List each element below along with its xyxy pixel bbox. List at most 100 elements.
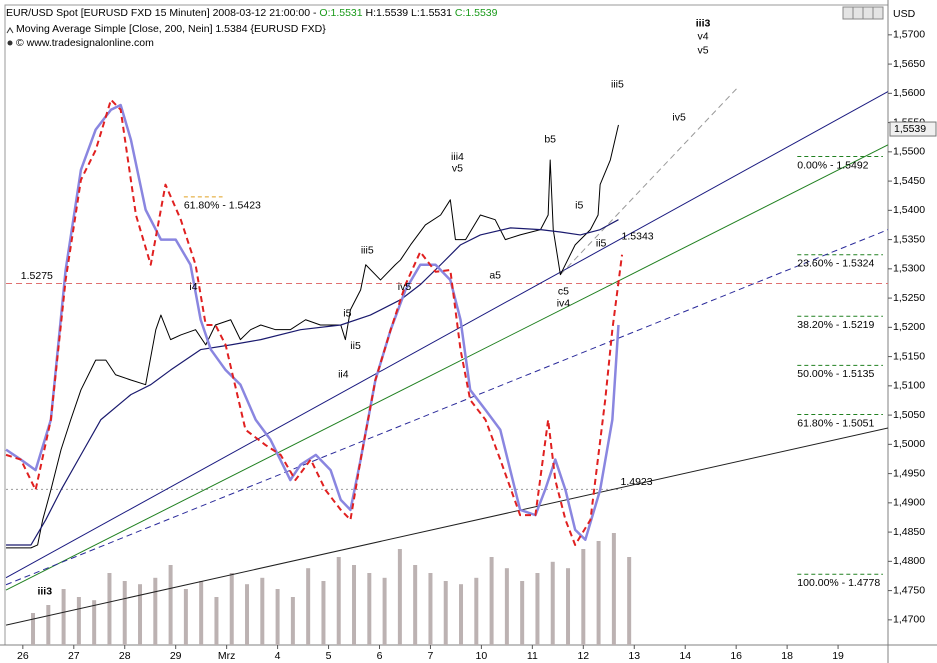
volume-bar — [352, 565, 357, 645]
y-tick-label: 1,5350 — [893, 233, 925, 245]
x-tick-label: 6 — [377, 650, 383, 662]
y-tick-label: 1,5500 — [893, 146, 925, 158]
header-source: © www.tradesignalonline.com — [16, 37, 154, 49]
wave-label: c5 — [558, 285, 569, 297]
y-tick-label: 1,5300 — [893, 263, 925, 275]
wave-label: a5 — [489, 270, 501, 282]
wave-label: iii3 — [37, 586, 52, 598]
volume-bar — [153, 577, 158, 645]
volume-bar — [92, 600, 97, 645]
y-tick-label: 1,5650 — [893, 58, 925, 70]
x-tick-label: 4 — [275, 650, 281, 662]
y-tick-label: 1,5450 — [893, 175, 925, 187]
header-high-low: H:1.5539 L:1.5531 — [363, 7, 455, 19]
wave-label: v4 — [697, 30, 708, 42]
wave-label: iii5 — [361, 244, 374, 256]
plot — [5, 87, 888, 645]
wave-label: i5 — [343, 308, 351, 320]
volume-bar — [61, 589, 66, 645]
volume-bar — [367, 573, 372, 645]
volume-bar — [199, 581, 204, 645]
volume-bar — [168, 565, 173, 645]
y-tick-label: 1,4700 — [893, 614, 925, 626]
wave-label: iii4 — [451, 151, 464, 163]
volume-bar — [138, 584, 143, 645]
y-tick-label: 1,5600 — [893, 87, 925, 99]
source-icon — [7, 40, 13, 46]
header-indicator: Moving Average Simple [Close, 200, Nein]… — [16, 23, 326, 35]
toolbar-button[interactable] — [872, 6, 884, 20]
wave-label: iii3 — [696, 18, 711, 30]
y-tick-label: 1,5150 — [893, 350, 925, 362]
volume-bar — [306, 568, 311, 645]
volume-bar — [428, 573, 433, 645]
volume-bar — [382, 577, 387, 645]
wave-label: iv5 — [398, 281, 412, 293]
x-tick-label: 27 — [68, 650, 80, 662]
y-tick-label: 1,5000 — [893, 438, 925, 450]
volume-bar — [459, 584, 464, 645]
volume-bar — [260, 577, 265, 645]
toolbar-button[interactable] — [842, 6, 854, 20]
last-price-label: 1,5539 — [894, 123, 926, 135]
volume-bar — [535, 573, 540, 645]
volume-bar — [520, 581, 525, 645]
y-tick-label: 1,4800 — [893, 555, 925, 567]
trendline — [5, 427, 888, 626]
x-tick-label: 14 — [679, 650, 691, 662]
indicator-icon — [6, 27, 14, 34]
x-tick-label: 12 — [577, 650, 589, 662]
y-tick-label: 1,4900 — [893, 497, 925, 509]
x-tick-label: 11 — [527, 650, 538, 662]
y-tick-label: 1,4950 — [893, 467, 925, 479]
level-label: 1.4923 — [621, 476, 653, 488]
x-tick-label: 16 — [730, 650, 742, 662]
volume-bar — [627, 557, 632, 645]
volume-bar — [611, 533, 616, 645]
trendline — [5, 229, 888, 586]
fib-label: 23.60% - 1.5324 — [797, 258, 874, 270]
y-tick-label: 1,5050 — [893, 409, 925, 421]
volume-bar — [107, 573, 112, 645]
level-label: 1.5275 — [21, 270, 53, 282]
y-tick-label: 1,5400 — [893, 204, 925, 216]
series-line — [5, 103, 620, 541]
y-tick-label: 1,5100 — [893, 380, 925, 392]
x-tick-label: 26 — [17, 650, 29, 662]
volume-bar — [122, 581, 127, 645]
wave-label: v5 — [452, 163, 463, 175]
wave-label: b5 — [544, 133, 556, 145]
y-tick-label: 1,4750 — [893, 584, 925, 596]
volume-bar — [443, 581, 448, 645]
volume-bar — [397, 549, 402, 645]
volume-bar — [76, 597, 81, 645]
wave-label: i5 — [575, 199, 583, 211]
x-tick-label: 19 — [832, 650, 844, 662]
toolbar-button[interactable] — [852, 6, 864, 20]
fib-label: 100.00% - 1.4778 — [797, 577, 880, 589]
series-line — [6, 219, 619, 546]
toolbar-button[interactable] — [862, 6, 874, 20]
volume-bar — [245, 584, 250, 645]
volume-bar — [321, 581, 326, 645]
y-tick-label: 1,5250 — [893, 292, 925, 304]
fib-label: 50.00% - 1.5135 — [797, 368, 874, 380]
wave-label: iv5 — [672, 112, 686, 124]
volume-bar — [290, 597, 295, 645]
last-price-tag — [889, 121, 937, 137]
x-tick-label: 29 — [170, 650, 182, 662]
volume-bar — [336, 557, 341, 645]
wave-label: ii5 — [350, 340, 361, 352]
wave-label: iii5 — [611, 78, 624, 90]
volume-bar — [413, 565, 418, 645]
series-line — [5, 98, 624, 546]
trendline — [5, 91, 888, 579]
volume-bar — [214, 597, 219, 645]
header-line: EUR/USD Spot [EURUSD FXD 15 Minuten] 200… — [6, 7, 498, 19]
volume-bar — [46, 605, 51, 645]
y-tick-label: 1,4850 — [893, 526, 925, 538]
wave-label: v5 — [697, 44, 708, 56]
volume-bar — [566, 568, 571, 645]
